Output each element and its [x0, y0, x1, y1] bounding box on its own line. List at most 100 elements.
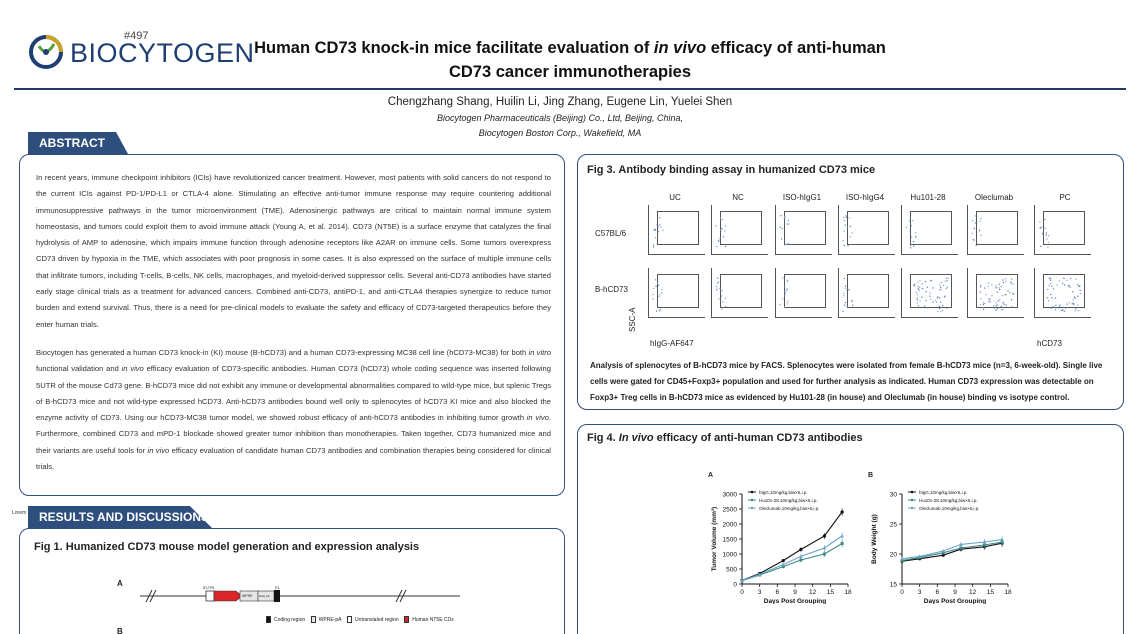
data-point: [941, 551, 945, 555]
affiliation-2: Biocytogen Boston Corp., Wakefield, MA: [478, 128, 642, 138]
fig3-x-axis-label-right: hCD73: [1037, 339, 1062, 348]
x-tick-label: 9: [953, 589, 957, 596]
fig1-panel-a-label: A: [117, 579, 123, 588]
x-tick-label: 6: [776, 589, 780, 596]
fig1-title: Fig 1. Humanized CD73 mouse model genera…: [34, 541, 420, 553]
data-point: [781, 559, 785, 563]
facs-plot: [838, 268, 895, 318]
data-point: [781, 562, 786, 566]
legend-label: Hu101-28,10mg/kg,biw×6,i.p.: [759, 498, 818, 503]
data-point: [799, 547, 803, 552]
series-line: [901, 539, 1003, 560]
data-point: [982, 540, 987, 544]
facs-plot: [967, 268, 1024, 318]
fig3-row-label-c57bl6: C57BL/6: [595, 229, 627, 238]
fig1-hgh-label: hGH pA: [259, 594, 270, 598]
y-tick-label: 1000: [723, 552, 738, 559]
x-tick-label: 18: [1004, 589, 1012, 596]
biocytogen-logo: [26, 32, 241, 72]
series-line: [901, 541, 1003, 562]
data-point: [740, 578, 744, 582]
facs-plot: [648, 268, 705, 318]
legend-label: hIgG,10mg/kg,biw×6,i.p.: [919, 490, 968, 495]
data-point: [959, 542, 963, 546]
x-axis-label: Days Post Grouping: [764, 598, 827, 604]
data-point: [1000, 537, 1004, 541]
facs-plot: [711, 205, 768, 255]
header-divider: [14, 88, 1126, 90]
fig3-col-label: UC: [669, 193, 681, 202]
data-point: [799, 554, 803, 558]
data-point: [822, 546, 827, 550]
data-point: [941, 549, 946, 553]
facs-plot: [967, 205, 1024, 255]
abstract-panel: [19, 154, 565, 496]
y-tick-label: 25: [890, 522, 898, 529]
fig1-e1-label: E1: [275, 585, 280, 590]
series-line: [901, 542, 1003, 562]
fig1-panel: [19, 528, 565, 634]
y-tick-label: 0: [733, 582, 737, 589]
legend-marker: [910, 498, 914, 502]
y-tick-label: 1500: [723, 537, 738, 544]
x-tick-label: 3: [758, 589, 762, 596]
fig3-caption: Analysis of splenocytes of B-hCD73 mice …: [590, 361, 1103, 402]
poster-title: Human CD73 knock-in mice facilitate eval…: [254, 39, 886, 81]
fig4-panel-a-label: A: [708, 472, 714, 479]
legend-marker: [750, 498, 754, 502]
x-tick-label: 12: [809, 589, 817, 596]
fig1-utr-label: 5'UTR: [203, 585, 215, 590]
x-tick-label: 0: [900, 589, 904, 596]
facs-plot: [648, 205, 705, 255]
data-point: [840, 510, 844, 514]
facs-plot: [901, 268, 958, 318]
fig3-y-axis-label: SSC-A: [628, 307, 637, 332]
x-tick-label: 12: [969, 589, 977, 596]
x-tick-label: 9: [793, 589, 797, 596]
series-line: [741, 511, 843, 581]
fig4-title: Fig 4. In vivo efficacy of anti-human CD…: [587, 432, 863, 444]
data-point: [840, 542, 844, 545]
legend-label: hIgG,10mg/kg,biw×6,i.p.: [759, 490, 808, 495]
x-tick-label: 3: [918, 589, 922, 596]
legend-marker: [750, 506, 754, 510]
facs-plot: [775, 268, 832, 318]
abstract-paragraph-2: Biocytogen has generated a human CD73 kn…: [36, 347, 552, 472]
fig3-row-label-bhcd73: B-hCD73: [595, 285, 628, 294]
facs-plot: [901, 205, 958, 255]
tumor-volume-chart: 0 500 1000 1500 2000 2500 3000 0 3 6 9 12 15 18 Days P…: [711, 490, 852, 604]
results-tab: RESULTS AND DISCUSSIONS: [28, 506, 212, 528]
y-axis-label: Body Weight (g): [871, 514, 878, 564]
fig3-title: Fig 3. Antibody binding assay in humaniz…: [587, 164, 876, 176]
y-axis-label: Tumor Volume (mm³): [711, 507, 718, 571]
data-point: [781, 565, 785, 569]
data-point: [757, 572, 762, 576]
abstract-tab: ABSTRACT: [28, 132, 128, 154]
facs-plot: [1034, 205, 1091, 255]
data-point: [822, 552, 826, 556]
fig3-col-label: PC: [1059, 193, 1071, 202]
fig4-panel: [577, 424, 1124, 634]
data-point: [959, 546, 963, 550]
x-tick-label: 15: [827, 589, 835, 596]
facs-plot: [775, 205, 832, 255]
y-tick-label: 3000: [723, 492, 738, 499]
body-weight-chart: 15 20 25 30 0 3 6 9 12 15 18 Days Post Grouping Body…: [871, 490, 1012, 604]
fig1-legend: Coding region WPRE-pA Untranslated regio…: [266, 616, 454, 623]
fig3-col-label: ISO-hIgG4: [845, 193, 885, 202]
author-list: Chengzhang Shang, Huilin Li, Jing Zhang,…: [387, 96, 733, 108]
fig3-col-label: Oleclumab: [974, 193, 1014, 202]
series-line: [741, 535, 843, 582]
legend-marker: [910, 490, 914, 494]
fig3-col-label: ISO-hIgG1: [782, 193, 822, 202]
abstract-paragraph-1: In recent years, immune checkpoint inhib…: [36, 173, 551, 329]
fig1-gene-construct-diagram: [140, 589, 460, 603]
legend-marker: [910, 506, 914, 510]
x-tick-label: 6: [936, 589, 940, 596]
facs-plot: [838, 205, 895, 255]
x-tick-label: 18: [844, 589, 852, 596]
y-tick-label: 30: [890, 492, 898, 499]
logo-emblem-icon: [29, 35, 63, 69]
facs-plot: [1034, 268, 1091, 318]
data-point: [941, 553, 945, 557]
